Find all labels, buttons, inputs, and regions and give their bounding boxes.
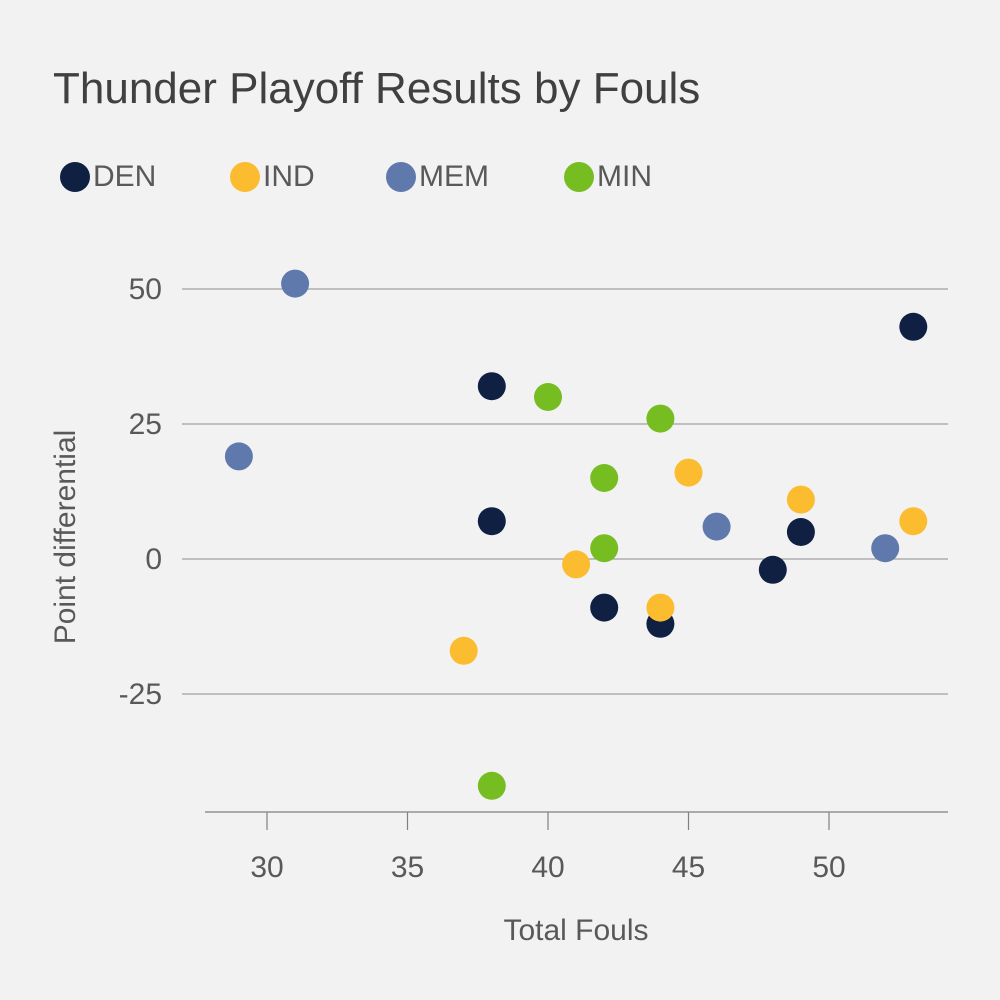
point-min: [534, 383, 562, 411]
x-tick-label: 50: [812, 851, 845, 884]
y-axis-ticks: 50 25 0 -25: [119, 273, 162, 711]
point-mem: [702, 512, 731, 541]
point-ind: [646, 593, 675, 622]
point-mem: [281, 269, 310, 298]
point-min: [646, 404, 675, 433]
x-tick-label: 30: [250, 851, 283, 884]
point-ind: [899, 507, 928, 536]
data-points: [224, 269, 928, 800]
y-tick-label: -25: [119, 678, 162, 711]
x-tick-label: 40: [531, 851, 564, 884]
legend-label-min: MIN: [597, 160, 652, 193]
point-ind: [674, 458, 703, 487]
point-min: [590, 464, 619, 492]
legend-item-min: MIN: [564, 158, 652, 196]
point-den: [899, 312, 928, 341]
legend-swatch-mem: [386, 162, 416, 192]
x-axis-ticks: 30 35 40 45 50: [250, 812, 846, 884]
y-tick-label: 0: [145, 543, 162, 576]
point-den: [786, 518, 815, 546]
point-mem: [224, 442, 253, 471]
point-den: [477, 507, 506, 536]
y-tick-label: 25: [129, 408, 162, 441]
y-axis-title: Point differential: [49, 430, 82, 645]
point-min: [477, 771, 506, 800]
point-min: [590, 534, 619, 563]
legend-label-ind: IND: [263, 160, 315, 193]
x-axis-title: Total Fouls: [503, 914, 648, 947]
legend-label-den: DEN: [93, 160, 157, 193]
legend-swatch-ind: [230, 162, 260, 192]
legend: DEN IND MEM MIN: [60, 158, 980, 196]
legend-swatch-den: [60, 162, 90, 192]
point-ind: [562, 550, 591, 579]
legend-label-mem: MEM: [419, 160, 489, 193]
point-ind: [449, 636, 478, 665]
gridlines: [182, 288, 948, 695]
point-ind: [786, 485, 815, 514]
point-den: [758, 555, 787, 584]
legend-item-den: DEN: [60, 158, 156, 196]
x-tick-label: 35: [391, 851, 424, 884]
x-tick-label: 45: [672, 851, 705, 884]
point-mem: [871, 534, 900, 563]
point-den: [477, 372, 506, 401]
legend-item-ind: IND: [230, 158, 315, 196]
point-den: [590, 593, 619, 622]
y-tick-label: 50: [129, 273, 162, 306]
legend-item-mem: MEM: [386, 158, 489, 196]
chart-title: Thunder Playoff Results by Fouls: [53, 64, 701, 113]
legend-swatch-min: [564, 162, 594, 192]
